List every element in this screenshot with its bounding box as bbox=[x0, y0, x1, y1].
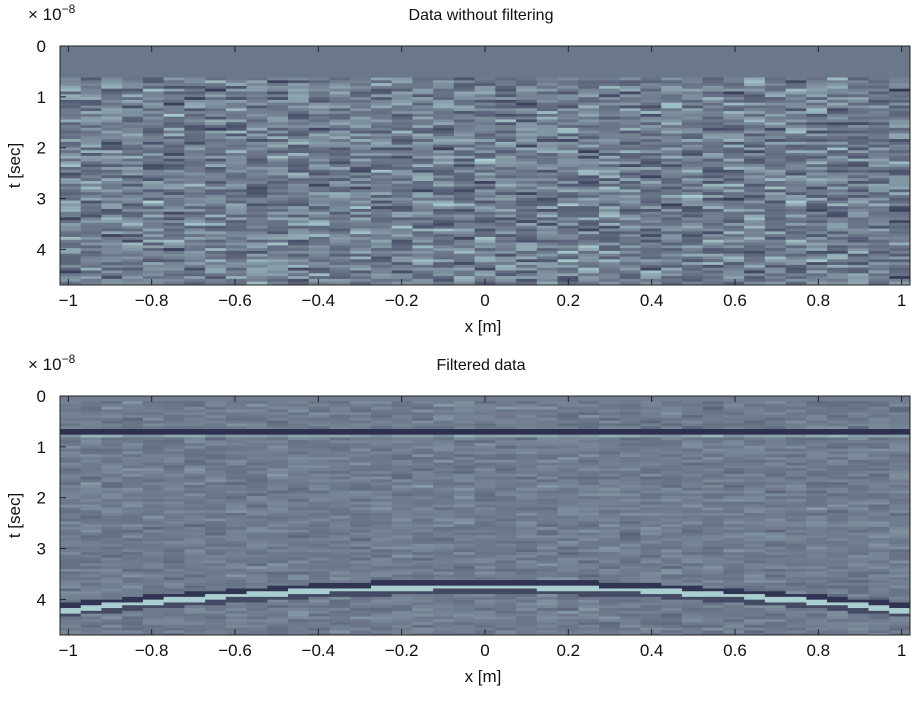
x-tick-label: 0.8 bbox=[807, 291, 831, 310]
x-tick-label: 1 bbox=[897, 291, 906, 310]
y-tick-label: 3 bbox=[37, 190, 46, 209]
y-tick-label: 1 bbox=[37, 88, 46, 107]
x-tick-label: −1 bbox=[59, 291, 78, 310]
x-tick-label: 0.2 bbox=[557, 291, 581, 310]
y-multiplier-base: × 10 bbox=[28, 5, 62, 24]
y-multiplier: × 10−8 bbox=[28, 2, 76, 24]
x-tick-label: 0.6 bbox=[723, 291, 747, 310]
y-tick-label: 0 bbox=[37, 37, 46, 56]
x-tick-label: −0.6 bbox=[218, 291, 252, 310]
chart-panel: −1 −0.8 −0.6 −0.4 −0.2 0 0.2 0.4 0.6 0.8 1 0 1 2 3 4 Dat… bbox=[5, 2, 911, 336]
x-tick-label: 0 bbox=[480, 291, 489, 310]
y-multiplier-exponent: −8 bbox=[62, 2, 76, 16]
x-tick-label: −0.4 bbox=[302, 291, 336, 310]
x-tick-label: −0.2 bbox=[385, 291, 419, 310]
heatmap-image bbox=[60, 46, 911, 288]
chart-title: Data without filtering bbox=[409, 7, 554, 24]
x-tick-label: 0.4 bbox=[640, 291, 664, 310]
y-tick-label: 4 bbox=[37, 240, 46, 259]
y-axis-label: t [sec] bbox=[5, 143, 24, 188]
y-tick-label: 2 bbox=[37, 139, 46, 158]
x-tick-label: −0.8 bbox=[135, 291, 169, 310]
x-axis-label: x [m] bbox=[465, 317, 502, 336]
heatmap-image bbox=[60, 396, 911, 637]
